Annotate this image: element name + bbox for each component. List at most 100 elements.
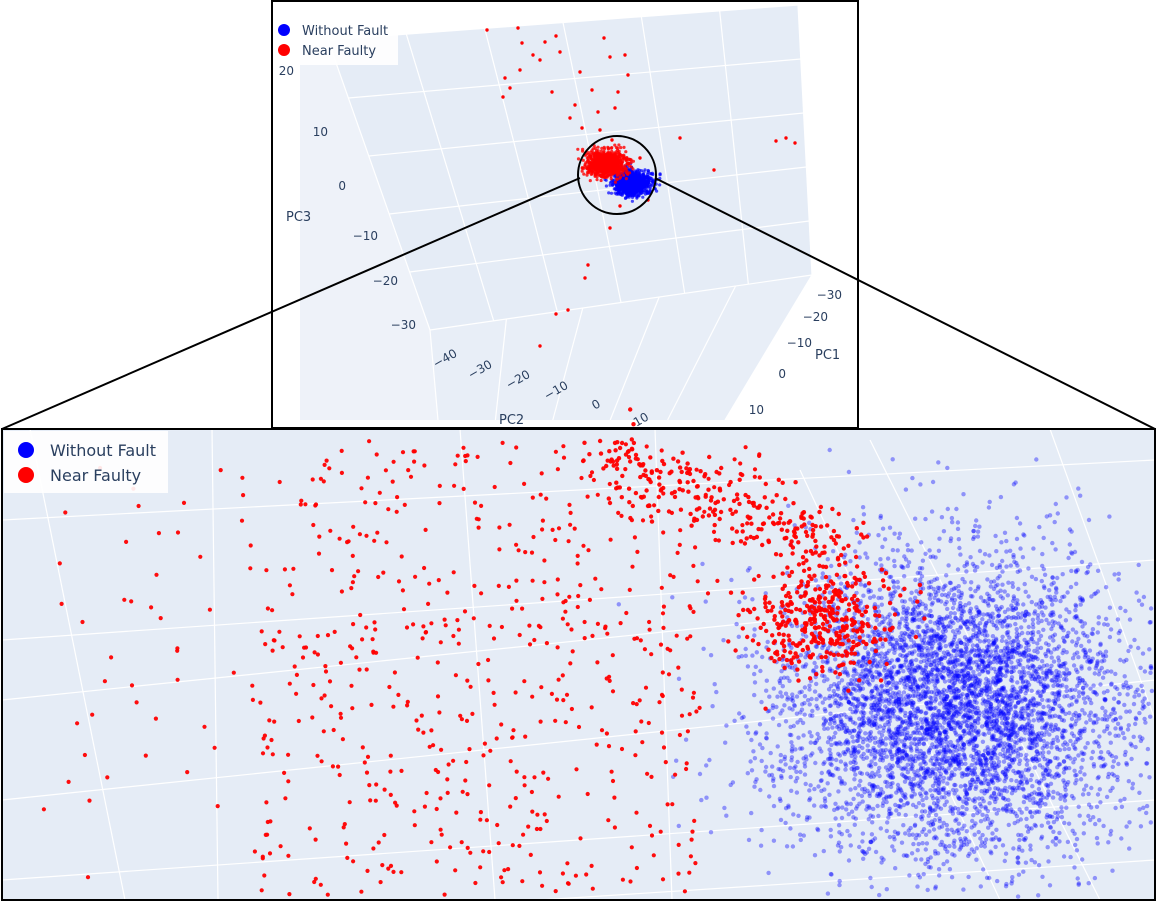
point-without-fault xyxy=(992,666,997,672)
point-without-fault xyxy=(883,722,888,727)
point-near-faulty xyxy=(592,161,596,165)
point-without-fault xyxy=(1006,767,1011,772)
point-without-fault xyxy=(949,515,955,521)
point-without-fault xyxy=(816,784,821,789)
point-without-fault xyxy=(827,590,833,595)
point-without-fault xyxy=(1134,590,1139,595)
point-near-faulty xyxy=(603,167,607,171)
point-without-fault xyxy=(917,782,923,787)
point-without-fault xyxy=(898,707,903,713)
point-without-fault xyxy=(923,551,928,556)
point-without-fault xyxy=(1053,585,1059,591)
point-near-faulty xyxy=(596,110,600,114)
point-without-fault xyxy=(1046,621,1052,626)
point-without-fault xyxy=(834,693,840,698)
point-without-fault xyxy=(658,173,662,177)
point-without-fault xyxy=(908,597,913,602)
point-without-fault xyxy=(1018,546,1023,551)
point-without-fault xyxy=(959,590,964,596)
point-near-faulty xyxy=(600,146,604,150)
point-without-fault xyxy=(929,725,934,730)
legend-label-without-fault: Without Fault xyxy=(302,24,388,39)
point-without-fault xyxy=(1128,644,1133,649)
point-without-fault xyxy=(630,174,634,178)
gridline xyxy=(327,4,799,41)
point-without-fault xyxy=(641,195,645,199)
point-without-fault xyxy=(1004,639,1009,644)
point-near-faulty xyxy=(594,158,598,162)
point-without-fault xyxy=(1006,580,1011,585)
point-without-fault xyxy=(1092,671,1098,676)
pc1-axis-label: PC1 xyxy=(815,348,840,363)
point-without-fault xyxy=(905,665,910,670)
point-without-fault xyxy=(1020,675,1025,680)
point-without-fault xyxy=(924,710,929,715)
gridline xyxy=(429,329,439,421)
point-without-fault xyxy=(766,870,771,876)
point-without-fault xyxy=(964,791,970,796)
point-without-fault xyxy=(1148,670,1153,675)
point-without-fault xyxy=(789,623,795,629)
point-without-fault xyxy=(899,840,905,845)
point-without-fault xyxy=(1081,831,1087,836)
point-without-fault xyxy=(976,626,981,631)
point-without-fault xyxy=(802,701,807,706)
point-without-fault xyxy=(825,781,830,786)
point-near-faulty xyxy=(601,172,606,176)
point-without-fault xyxy=(994,718,999,723)
point-without-fault xyxy=(820,700,825,705)
point-without-fault xyxy=(1070,656,1076,661)
point-without-fault xyxy=(930,479,936,485)
point-near-faulty xyxy=(608,163,612,167)
point-without-fault xyxy=(655,189,659,193)
zoom-panel: Without Fault Near Faulty xyxy=(1,407,1156,901)
point-near-faulty xyxy=(590,157,594,161)
point-without-fault xyxy=(1090,728,1096,733)
point-without-fault xyxy=(934,652,939,657)
point-without-fault xyxy=(745,664,751,669)
point-without-fault xyxy=(996,763,1001,768)
point-without-fault xyxy=(992,807,997,812)
point-near-faulty xyxy=(588,179,592,183)
point-without-fault xyxy=(867,682,872,687)
point-without-fault xyxy=(604,178,608,182)
point-without-fault xyxy=(1043,767,1048,773)
point-without-fault xyxy=(1113,671,1118,677)
point-without-fault xyxy=(809,696,814,702)
pc3-axis-label: PC3 xyxy=(286,210,311,225)
point-without-fault xyxy=(802,712,807,717)
point-without-fault xyxy=(952,592,957,598)
point-without-fault xyxy=(796,813,801,818)
point-without-fault xyxy=(778,759,783,764)
point-without-fault xyxy=(1136,598,1142,603)
point-without-fault xyxy=(928,701,934,706)
point-without-fault xyxy=(1053,597,1059,603)
point-without-fault xyxy=(1000,582,1005,587)
point-without-fault xyxy=(1003,711,1008,716)
point-without-fault xyxy=(1059,814,1065,820)
point-near-faulty xyxy=(598,156,602,160)
point-without-fault xyxy=(861,856,866,861)
point-without-fault xyxy=(1080,751,1086,757)
gridline xyxy=(609,296,660,421)
point-near-faulty xyxy=(620,170,625,175)
point-without-fault xyxy=(745,771,750,776)
point-without-fault xyxy=(636,179,640,183)
point-without-fault xyxy=(977,524,982,529)
point-without-fault xyxy=(941,753,946,759)
point-without-fault xyxy=(962,836,968,841)
point-near-faulty xyxy=(596,145,600,149)
point-without-fault xyxy=(993,762,999,767)
point-without-fault xyxy=(930,641,936,646)
point-without-fault xyxy=(909,702,915,707)
point-without-fault xyxy=(893,740,898,746)
point-without-fault xyxy=(945,594,951,599)
point-without-fault xyxy=(902,574,907,579)
gridline xyxy=(640,16,686,294)
point-without-fault xyxy=(1139,602,1145,607)
point-without-fault xyxy=(1064,688,1069,694)
point-near-faulty xyxy=(615,165,619,169)
point-without-fault xyxy=(833,730,838,736)
point-without-fault xyxy=(728,782,733,788)
point-without-fault xyxy=(1077,728,1083,734)
